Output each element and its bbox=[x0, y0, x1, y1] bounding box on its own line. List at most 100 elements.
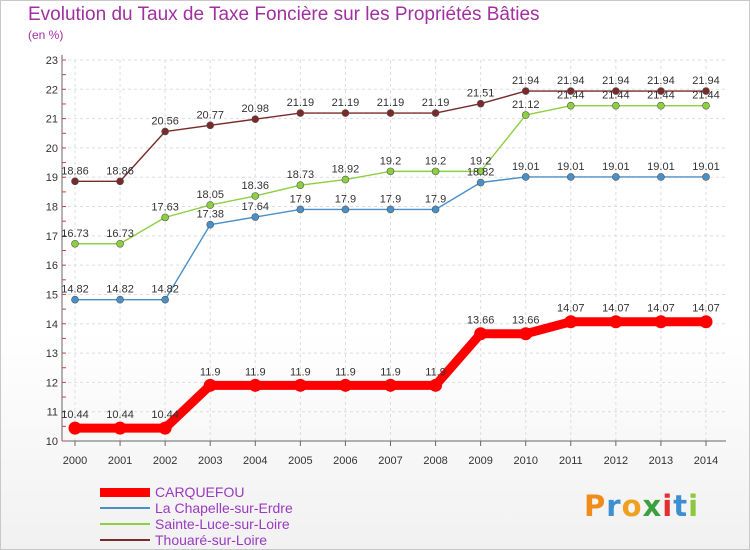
data-label: 14.07 bbox=[692, 303, 720, 315]
data-point bbox=[476, 167, 485, 176]
data-point bbox=[521, 173, 530, 181]
data-point bbox=[657, 173, 665, 181]
data-label: 21.19 bbox=[287, 97, 315, 109]
legend-swatch-thouare bbox=[100, 539, 150, 541]
data-point bbox=[341, 205, 350, 214]
data-point bbox=[431, 109, 440, 117]
data-label: 19.2 bbox=[470, 155, 491, 167]
x-tick-label: 2006 bbox=[333, 455, 357, 467]
series-layer bbox=[68, 87, 713, 435]
data-label: 21.44 bbox=[557, 90, 585, 102]
data-label: 18.05 bbox=[196, 189, 224, 201]
axis-layer: 10 11 12 13 14 15 16 17 18 19 20 21 22 23 2000 2001 2002… bbox=[46, 55, 726, 467]
data-point bbox=[203, 378, 217, 392]
legend-swatch-carquefou bbox=[100, 487, 150, 497]
data-label: 17.9 bbox=[425, 193, 446, 205]
y-tick-label: 14 bbox=[46, 319, 58, 331]
x-tick-label: 2014 bbox=[694, 455, 718, 467]
data-point bbox=[296, 205, 305, 214]
brand-logo: Proxiti bbox=[584, 489, 700, 523]
y-tick-label: 23 bbox=[46, 55, 58, 67]
data-label: 16.73 bbox=[106, 228, 134, 240]
data-point bbox=[566, 101, 575, 110]
data-point bbox=[206, 220, 215, 229]
y-tick-label: 16 bbox=[46, 260, 58, 272]
data-point bbox=[71, 177, 79, 186]
data-point bbox=[609, 315, 623, 329]
data-point bbox=[296, 181, 305, 189]
data-point bbox=[476, 178, 485, 187]
data-label: 18.36 bbox=[242, 180, 270, 192]
y-tick-label: 17 bbox=[46, 231, 58, 243]
data-point bbox=[161, 213, 169, 222]
chart-unit-label: (en %) bbox=[28, 28, 64, 42]
data-label: 17.9 bbox=[335, 193, 356, 205]
data-point bbox=[566, 87, 575, 95]
legend-label: CARQUEFOU bbox=[155, 484, 245, 500]
x-tick-label: 2010 bbox=[513, 455, 537, 467]
y-tick-label: 10 bbox=[46, 436, 58, 448]
data-point bbox=[431, 205, 440, 214]
data-point bbox=[429, 378, 443, 392]
data-label: 11.9 bbox=[425, 366, 446, 378]
data-label: 21.19 bbox=[422, 97, 450, 109]
data-label: 14.07 bbox=[647, 303, 675, 315]
data-label: 16.73 bbox=[61, 228, 89, 240]
data-label: 17.9 bbox=[290, 193, 311, 205]
x-tick-label: 2008 bbox=[423, 455, 447, 467]
data-label: 10.44 bbox=[151, 409, 179, 421]
data-label-layer: 10.44 10.44 10.44 11.9 11.9 11.9 11.9 11.9 11.9 1… bbox=[61, 75, 720, 421]
data-label: 18.86 bbox=[61, 165, 89, 177]
data-point bbox=[293, 378, 307, 392]
data-point bbox=[251, 213, 260, 221]
data-point bbox=[564, 315, 578, 329]
data-point bbox=[612, 173, 620, 181]
data-label: 18.92 bbox=[332, 164, 360, 176]
chart-title: Evolution du Taux de Taxe Foncière sur l… bbox=[28, 4, 540, 25]
data-label: 21.19 bbox=[377, 97, 405, 109]
data-label: 19.01 bbox=[557, 161, 585, 173]
data-label: 21.94 bbox=[647, 75, 675, 87]
data-label: 11.9 bbox=[200, 366, 221, 378]
data-point bbox=[521, 87, 530, 95]
data-point bbox=[68, 421, 82, 435]
data-point bbox=[116, 295, 124, 304]
y-tick-label: 13 bbox=[46, 348, 58, 360]
x-tick-label: 2001 bbox=[108, 455, 132, 467]
data-label: 11.9 bbox=[335, 366, 356, 378]
y-tick-label: 19 bbox=[46, 172, 58, 184]
data-label: 21.19 bbox=[332, 97, 360, 109]
data-label: 14.07 bbox=[557, 303, 585, 315]
data-point bbox=[161, 127, 169, 136]
data-label: 19.2 bbox=[380, 155, 401, 167]
data-label: 11.9 bbox=[380, 366, 401, 378]
data-label: 14.82 bbox=[151, 284, 179, 296]
data-point bbox=[71, 239, 79, 248]
x-tick-label: 2002 bbox=[153, 455, 177, 467]
series-la-chapelle-sur-erdre bbox=[71, 173, 710, 304]
series-carquefou bbox=[68, 315, 713, 435]
data-point bbox=[699, 315, 713, 329]
data-point bbox=[71, 295, 79, 304]
data-point bbox=[657, 101, 665, 110]
data-label: 18.73 bbox=[287, 169, 315, 181]
data-label: 21.94 bbox=[557, 75, 585, 87]
data-point bbox=[116, 177, 124, 186]
data-label: 21.94 bbox=[512, 75, 540, 87]
data-point bbox=[116, 239, 124, 248]
series-sainte-luce-sur-loire bbox=[71, 101, 710, 248]
data-point bbox=[431, 167, 440, 176]
data-point bbox=[113, 421, 127, 435]
data-label: 14.07 bbox=[602, 303, 630, 315]
y-tick-label: 15 bbox=[46, 289, 58, 301]
y-tick-label: 12 bbox=[46, 377, 58, 389]
x-tick-label: 2005 bbox=[288, 455, 312, 467]
data-point bbox=[206, 121, 215, 130]
data-label: 11.9 bbox=[245, 366, 266, 378]
data-label: 21.94 bbox=[692, 75, 720, 87]
legend-swatch-la-chapelle bbox=[100, 507, 150, 509]
data-point bbox=[612, 87, 620, 95]
data-point bbox=[521, 111, 530, 119]
data-point bbox=[702, 173, 710, 181]
